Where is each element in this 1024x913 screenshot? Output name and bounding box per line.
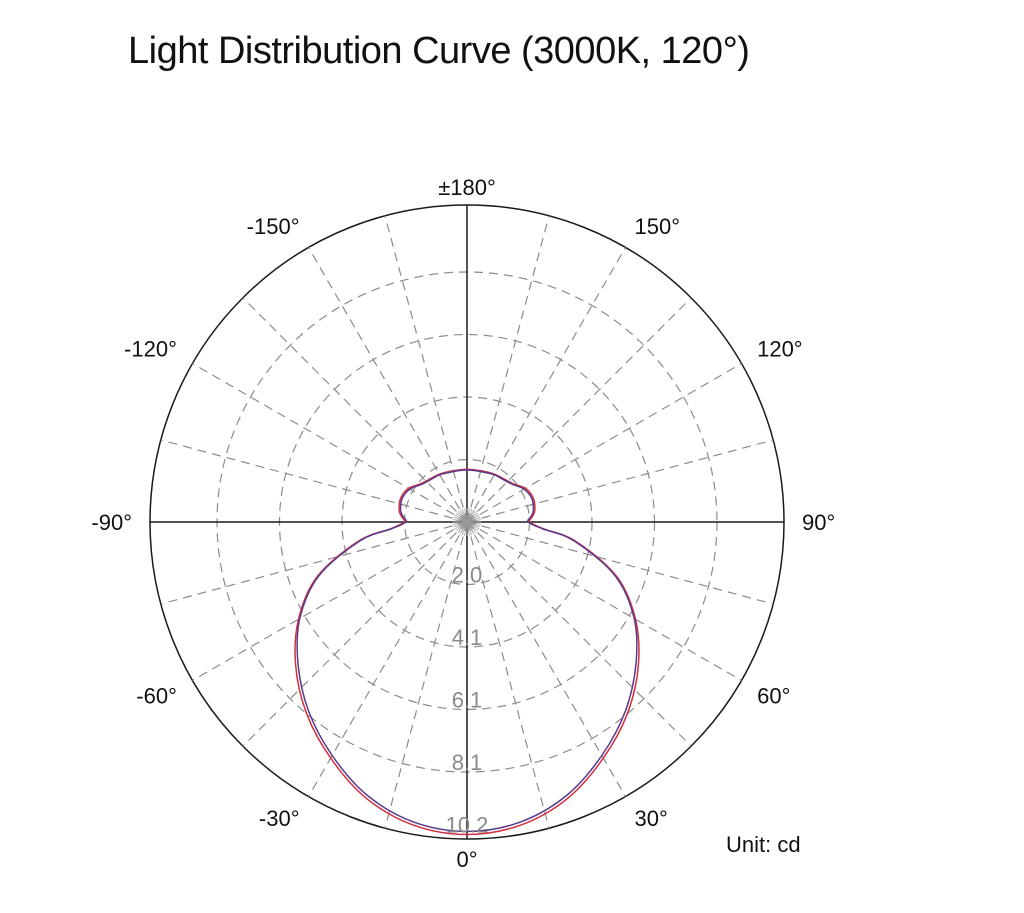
- hub-spoke: [459, 521, 468, 535]
- grid-spoke: [192, 362, 468, 523]
- hub-spoke: [454, 521, 468, 530]
- grid-spoke: [160, 439, 468, 523]
- hub-spoke: [466, 521, 470, 536]
- hub-spoke: [454, 514, 468, 523]
- hub-spoke: [456, 521, 468, 532]
- angle-label: -30°: [259, 806, 300, 831]
- hub-spoke: [459, 509, 468, 523]
- hub-spoke: [466, 508, 473, 523]
- hub-spoke: [466, 521, 478, 532]
- angle-label: -120°: [124, 337, 177, 362]
- series-layer: [294, 468, 640, 836]
- angle-label: -90°: [91, 510, 132, 535]
- grid-spoke: [466, 521, 627, 797]
- radial-tick-label: 2.0: [452, 563, 483, 588]
- hub-spoke: [464, 521, 468, 536]
- hub-spoke: [457, 511, 468, 523]
- grid-spoke: [466, 521, 692, 747]
- hub-spoke: [466, 508, 470, 523]
- hub-spoke: [466, 521, 475, 535]
- grid-spoke: [160, 521, 468, 605]
- angle-label: -150°: [247, 214, 300, 239]
- hub-spoke: [466, 516, 481, 523]
- hub-spoke: [466, 521, 481, 525]
- hub-spoke: [453, 521, 468, 525]
- radial-tick-label: 4.1: [452, 625, 483, 650]
- polar-grid: [149, 204, 785, 840]
- grid-spoke: [384, 521, 468, 829]
- angle-label: ±180°: [438, 175, 496, 200]
- hub-spoke: [461, 508, 468, 523]
- grid-spoke: [242, 521, 468, 747]
- hub-spoke: [466, 514, 480, 523]
- grid-spoke: [466, 439, 774, 523]
- grid-spoke: [242, 297, 468, 523]
- hub-spoke: [456, 512, 468, 523]
- angle-label: 30°: [635, 806, 668, 831]
- grid-spoke: [307, 521, 468, 797]
- hub-spoke: [457, 521, 468, 533]
- angle-label: 150°: [635, 214, 681, 239]
- grid-spoke: [384, 215, 468, 523]
- hub-spoke: [453, 519, 468, 523]
- series-curve-2: [296, 469, 638, 833]
- grid-spoke: [192, 521, 468, 682]
- hub-spoke: [453, 516, 468, 523]
- radial-tick-label: 10.2: [446, 813, 489, 838]
- radial-tick-label: 8.1: [452, 750, 483, 775]
- angle-label: 60°: [757, 684, 790, 709]
- hub-spoke: [466, 512, 478, 523]
- grid-spoke: [466, 521, 742, 682]
- radial-tick-labels: 2.0 4.1 6.1 8.1 10.2: [446, 563, 489, 838]
- grid-spoke: [466, 297, 692, 523]
- hub-spoke: [461, 521, 468, 536]
- grid-spoke: [466, 521, 774, 605]
- angle-label: -60°: [136, 684, 177, 709]
- grid-spoke: [466, 215, 550, 523]
- angle-labels: 0° 30° 60° 90° 120° 150° ±180° -150° -120° -90° -6…: [91, 175, 835, 872]
- hub-spoke: [466, 521, 473, 536]
- hub-spoke: [453, 521, 468, 528]
- angle-label: 120°: [757, 337, 803, 362]
- hub-spoke: [466, 521, 481, 528]
- hub-spoke: [466, 511, 477, 523]
- hub-spoke: [466, 521, 477, 533]
- hub-spoke: [466, 521, 480, 530]
- chart-title: Light Distribution Curve (3000K, 120°): [128, 30, 750, 72]
- hub-spoke: [466, 509, 475, 523]
- angle-label: 0°: [456, 847, 477, 872]
- unit-label: Unit: cd: [726, 832, 801, 857]
- grid-spoke: [307, 247, 468, 523]
- grid-spoke: [466, 362, 742, 523]
- angle-label: 90°: [802, 510, 835, 535]
- hub-spoke: [466, 519, 481, 523]
- grid-spoke: [466, 247, 627, 523]
- hub-spoke: [464, 508, 468, 523]
- radial-tick-label: 6.1: [452, 688, 483, 713]
- grid-spoke: [466, 521, 550, 829]
